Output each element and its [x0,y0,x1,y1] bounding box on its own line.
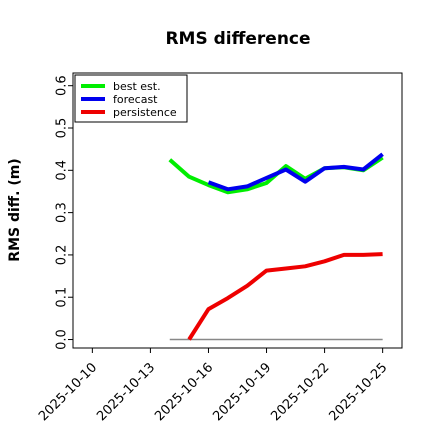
chart-title: RMS difference [165,29,310,49]
series-line-persistence [187,252,383,341]
x-tick-label: 2025-10-13 [94,360,158,424]
legend-label: forecast [113,93,158,106]
x-tick-label: 2025-10-22 [268,360,332,424]
y-tick-label: 0.0 [55,329,70,350]
series-line-forecast [207,152,384,192]
plot-frame [72,72,403,349]
y-axis-label: RMS diff. (m) [7,158,23,261]
x-tick-label: 2025-10-10 [36,360,100,424]
legend-label: best est. [113,80,161,93]
y-tick-label: 0.2 [55,245,70,266]
y-tick-label: 0.3 [55,202,70,223]
x-tick-label: 2025-10-25 [326,360,390,424]
y-tick-label: 0.1 [55,287,70,308]
y-tick-label: 0.6 [55,75,70,96]
series-layer [168,152,384,341]
axes-layer: 0.00.10.20.30.40.50.62025-10-102025-10-1… [36,75,390,424]
x-tick-label: 2025-10-19 [210,360,274,424]
y-tick-label: 0.4 [55,160,70,181]
x-tick-label: 2025-10-16 [152,360,216,424]
legend-label: persistence [113,106,177,119]
y-tick-label: 0.5 [55,118,70,139]
